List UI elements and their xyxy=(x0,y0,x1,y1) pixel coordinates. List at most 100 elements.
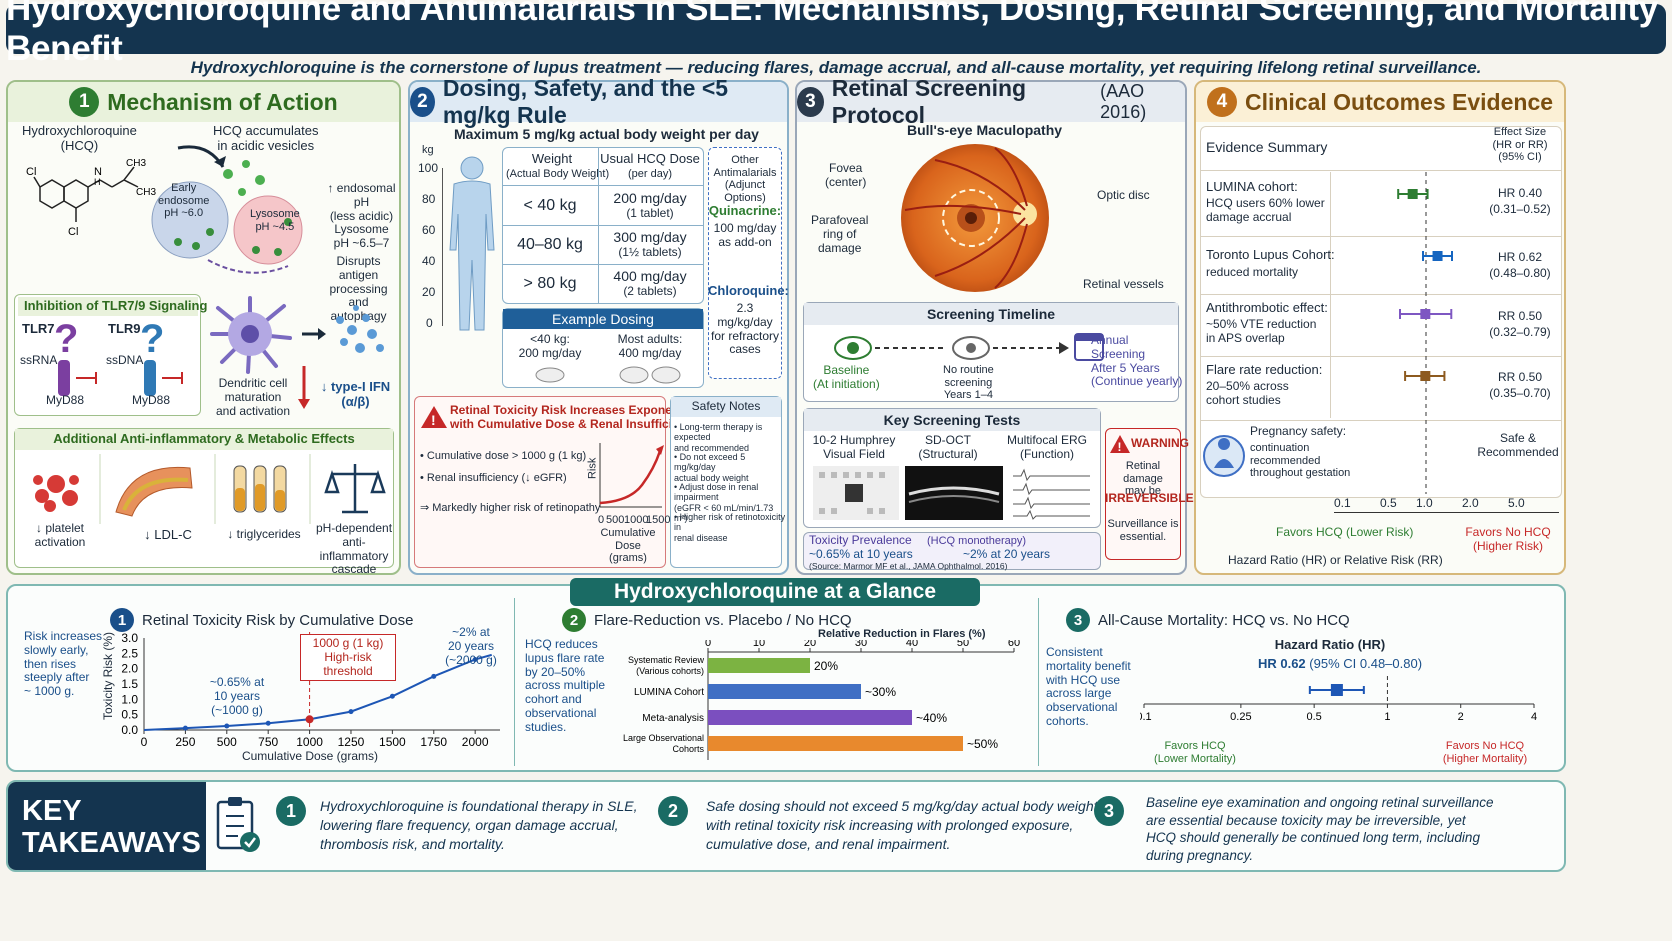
chart1-y-tick-label: 1.0 xyxy=(121,692,138,706)
pregnancy-value: Safe & Recommended xyxy=(1477,431,1559,459)
risk-title: Retinal Toxicity Risk Increases Exponent… xyxy=(450,403,707,431)
panel-number: 4 xyxy=(1206,87,1237,117)
chem-cl2: Cl xyxy=(68,226,78,238)
forest-tick: 2.0 xyxy=(1462,496,1479,510)
pregnancy-label: Pregnancy safety: xyxy=(1250,424,1347,438)
chart1-point xyxy=(182,725,188,731)
takeaways-title: KEY TAKEAWAYS xyxy=(8,782,206,870)
glance-divider xyxy=(1038,598,1039,766)
chem-h: H xyxy=(94,177,101,187)
chart2-x-tick-label: 10 xyxy=(753,640,765,649)
takeaway-1-text: is foundational therapy in SLE, lowering… xyxy=(320,798,638,852)
table-divider xyxy=(1201,170,1561,171)
kg-tick: 20 xyxy=(422,285,436,299)
safety-note: • Do not exceed 5 mg/kg/day actual body … xyxy=(674,452,749,483)
chart1-toxicity-curve: 0 250 500 750 1000 1250 1500 1750 20000.00.51.01… xyxy=(121,631,500,749)
forest-plot xyxy=(1397,172,1454,494)
example-dose-1: <40 kg: 200 mg/day xyxy=(518,332,582,360)
dendritic-cell-icon xyxy=(210,296,384,409)
th-dose-sub: (per day) xyxy=(627,168,673,180)
body-silhouette-icon xyxy=(449,156,495,331)
prevalence-10y: ~0.65% at 10 years xyxy=(809,547,913,561)
chart1-x-tick-label: 750 xyxy=(258,735,278,749)
safety-note: • Adjust dose in renal impairment (eGFR … xyxy=(674,482,774,524)
chart1-x-tick-label: 1250 xyxy=(338,735,365,749)
table-row-tablets: (2 tablets) xyxy=(623,284,677,298)
myd88-label-1: MyD88 xyxy=(46,393,85,407)
kg-tick: 40 xyxy=(422,254,436,268)
warning-irreversible: IRREVERSIBLE. xyxy=(1105,491,1198,505)
table-divider xyxy=(1201,420,1561,421)
th-dose: Usual HCQ Dose xyxy=(600,151,700,166)
test-visual-field: 10-2 Humphrey Visual Field xyxy=(812,433,896,461)
max-dose-text: Maximum 5 mg/kg actual body weight per d… xyxy=(454,126,759,142)
chart2-bar-label: ~40% xyxy=(916,711,947,725)
chart2-bar xyxy=(708,684,861,699)
takeaway-number: 3 xyxy=(1094,796,1124,826)
chart1-x-tick-label: 1750 xyxy=(420,735,447,749)
evidence-value: RR 0.50 xyxy=(1497,370,1543,384)
chart3-hr-title: Hazard Ratio (HR) xyxy=(1274,637,1386,652)
safety-note: • Long-term therapy is expected and reco… xyxy=(674,422,763,453)
th-weight: Weight xyxy=(531,151,573,166)
chart1-point xyxy=(348,709,354,715)
mini-risk-curve xyxy=(599,443,664,508)
takeaway-3: Baseline eye examination and ongoing ret… xyxy=(1146,794,1494,864)
chart1-point xyxy=(472,656,478,662)
no-routine-label: No routine screening Years 1–4 xyxy=(943,364,994,402)
prevalence-source: (Source: Marmor MF et al., JAMA Ophthalm… xyxy=(809,561,1008,571)
chart3-side-text: Consistent mortality benefit with HCQ us… xyxy=(1046,645,1131,728)
forest-point xyxy=(1420,309,1431,319)
chart3-tick-label: 0.25 xyxy=(1230,711,1251,723)
warning-title: WARNING xyxy=(1131,436,1189,450)
test-erg: Multifocal ERG (Function) xyxy=(1006,433,1088,461)
evidence-value: HR 0.40 xyxy=(1497,186,1543,200)
chart1-y-tick-label: 0.0 xyxy=(121,723,138,737)
panel-number: 3 xyxy=(797,87,824,117)
example-dose-2: Most adults: 400 mg/day xyxy=(617,332,683,360)
chart1-annotation-1: ~0.65% at 10 years (~1000 g) xyxy=(209,675,265,717)
forest-point xyxy=(1420,371,1431,381)
table-row-tablets: (1 tablet) xyxy=(626,206,674,220)
tlr9-label: TLR9 xyxy=(108,321,141,336)
ifn-text: ↓ type-I IFN (α/β) xyxy=(320,379,391,409)
prevalence-box xyxy=(803,532,1101,570)
evidence-label: Flare rate reduction: xyxy=(1206,362,1323,377)
lysosome-label: Lysosome pH ~4.5 xyxy=(250,208,300,233)
risk-bullet-3: ⇒ Markedly higher risk of retinopathy xyxy=(420,502,601,514)
panel-title: Dosing, Safety, and the <5 mg/kg Rule xyxy=(442,75,729,128)
table-divider xyxy=(1330,172,1331,418)
table-row-dose: 300 mg/day xyxy=(613,229,687,245)
chart2-title: Flare-Reduction vs. Placebo / No HCQ xyxy=(594,611,852,629)
evidence-label: Toronto Lupus Cohort: xyxy=(1206,247,1335,262)
takeaway-number: 1 xyxy=(276,796,306,826)
forest-tick: 1.0 xyxy=(1416,496,1433,510)
chart3-hr-ci: (95% CI 0.48–0.80) xyxy=(1309,656,1423,671)
table-row-weight: < 40 kg xyxy=(523,197,577,214)
chart2-bar-label: ~50% xyxy=(967,737,998,751)
th-weight-sub: (Actual Body Weight) xyxy=(506,168,610,180)
mini-tick: 500 xyxy=(606,514,625,526)
chart1-y-tick-label: 2.0 xyxy=(121,662,138,676)
takeaway-3-text: and ongoing retinal surveillance are ess… xyxy=(1146,795,1494,863)
prevalence-20y: ~2% at 20 years xyxy=(963,547,1051,561)
bulls-eye-title: Bull's-eye Maculopathy xyxy=(907,122,1063,138)
mini-risk-ylabel: Risk xyxy=(586,457,599,480)
evidence-ci: (0.48–0.80) xyxy=(1489,266,1551,280)
baseline-label: Baseline (At initiation) xyxy=(813,363,880,391)
chart1-x-tick-label: 250 xyxy=(175,735,195,749)
ph-dependent-text: pH-dependent anti-inflammatory cascade xyxy=(315,521,393,577)
panel-title: Mechanism of Action xyxy=(107,88,338,115)
fovea-label: Fovea (center) xyxy=(825,161,867,189)
chem-n: N xyxy=(94,166,102,178)
chart3-tick-label: 4 xyxy=(1531,711,1537,723)
chart1-y-tick-label: 2.5 xyxy=(121,646,138,660)
evidence-ci: (0.31–0.52) xyxy=(1489,202,1551,216)
panel-mechanism: 1 Mechanism of Action Hydroxychloroquine… xyxy=(6,80,401,577)
chart2-bar-label: 20% xyxy=(814,659,838,673)
prevalence-title: Toxicity Prevalence xyxy=(809,533,912,547)
chart3-tick-label: 2 xyxy=(1458,711,1464,723)
accumulates-text: HCQ accumulates in acidic vesicles xyxy=(213,123,319,153)
triglycerides-text: ↓ triglycerides xyxy=(227,527,301,541)
forest-tick: 0.1 xyxy=(1334,496,1351,510)
